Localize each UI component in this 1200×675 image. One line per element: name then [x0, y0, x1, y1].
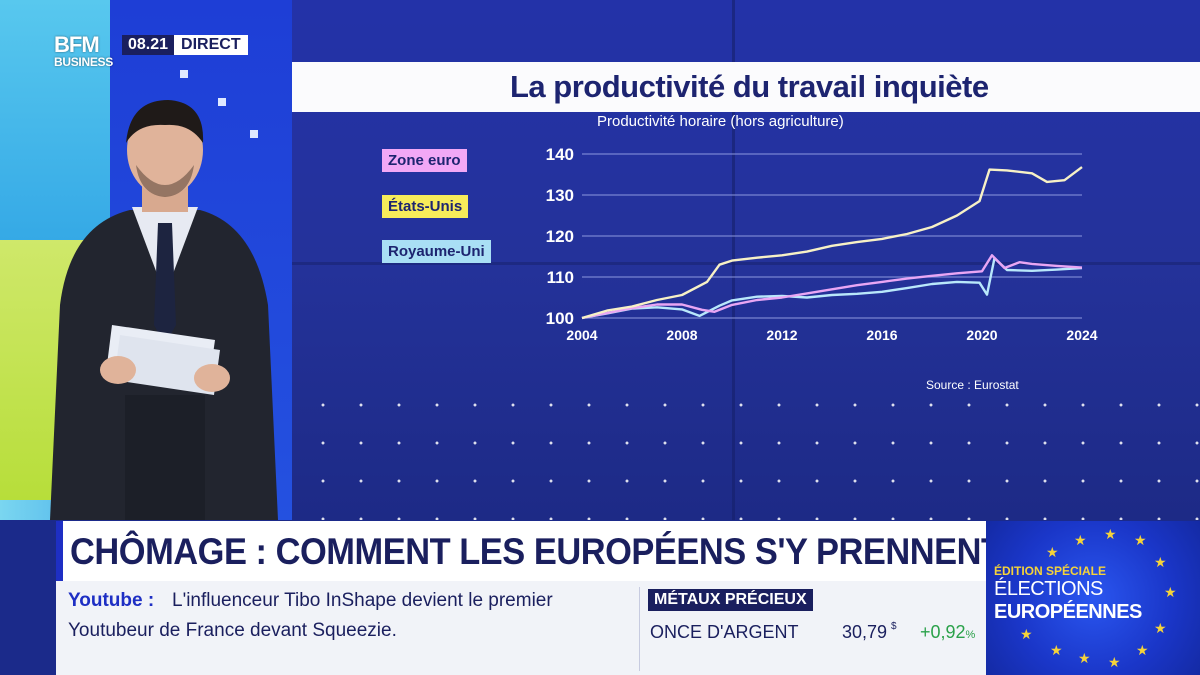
eu-star-icon: ★: [1136, 642, 1149, 658]
y-tick-label: 100: [546, 309, 574, 328]
x-tick-label: 2016: [866, 327, 897, 343]
legend-label: États-Unis: [382, 195, 469, 218]
logo-main-text: BFM: [54, 32, 100, 57]
market-unit: $: [891, 621, 897, 632]
market-category: MÉTAUX PRÉCIEUX: [648, 589, 813, 611]
x-tick-label: 2020: [966, 327, 997, 343]
legend-item-royaume-uni: Royaume-Uni: [382, 240, 491, 263]
clock-time: 08.21: [122, 35, 175, 55]
eu-star-icon: ★: [1154, 554, 1167, 570]
chart-source: Source : Eurostat: [926, 378, 1019, 392]
special-edition-line-2: ÉLECTIONS: [994, 578, 1103, 600]
market-value: 30,79: [842, 622, 888, 642]
clock-live-badge: 08.21 DIRECT: [122, 35, 248, 55]
chart-subtitle: Productivité horaire (hors agriculture): [597, 113, 844, 130]
presenter-figure: [50, 100, 278, 520]
headline-text: CHÔMAGE : COMMENT LES EUROPÉENS S'Y PREN…: [70, 531, 1032, 572]
logo-sub-text: BUSINESS: [54, 55, 113, 69]
x-tick-label: 2008: [666, 327, 697, 343]
eu-star-icon: ★: [1020, 626, 1033, 642]
special-edition-panel: ★ ★ ★ ★ ★ ★ ★ ★ ★ ★ ★ ★ ÉDITION SPÉCIALE…: [986, 521, 1200, 675]
special-edition-label: ÉDITION SPÉCIALE: [994, 564, 1107, 578]
market-change-value: +0,92: [920, 622, 966, 642]
special-edition-line-3: EUROPÉENNES: [994, 601, 1142, 623]
market-change: +0,92%: [920, 622, 975, 643]
market-change-unit: %: [965, 629, 976, 641]
news-line-2: Youtubeur de France devant Squeezie.: [68, 620, 397, 641]
live-label: DIRECT: [174, 35, 248, 55]
headline-accent: [56, 521, 63, 581]
eu-star-icon: ★: [1074, 532, 1087, 548]
eu-star-icon: ★: [1164, 584, 1177, 600]
chart-title-bar: La productivité du travail inquiète: [292, 62, 1200, 112]
x-tick-label: 2012: [766, 327, 797, 343]
news-line-1: L'influenceur Tibo InShape devient le pr…: [172, 590, 553, 611]
headline-banner: CHÔMAGE : COMMENT LES EUROPÉENS S'Y PREN…: [56, 521, 1032, 581]
eu-star-icon: ★: [1050, 642, 1063, 658]
y-tick-label: 140: [546, 145, 574, 164]
legend-item-etats-unis: États-Unis: [382, 195, 469, 218]
y-tick-label: 130: [546, 186, 574, 205]
y-tick-label: 110: [547, 268, 574, 287]
eu-star-icon: ★: [1104, 526, 1117, 542]
screen-pixel: [218, 98, 226, 106]
market-name: ONCE D'ARGENT: [650, 622, 799, 642]
eu-star-icon: ★: [1134, 532, 1147, 548]
series-line-etats-unis: [581, 166, 1083, 320]
eu-star-icon: ★: [1078, 650, 1091, 666]
legend-item-zone-euro: Zone euro: [382, 149, 467, 172]
news-ticker: Youtube : L'influenceur Tibo InShape dev…: [56, 581, 986, 675]
bfm-business-logo: BFM BUSINESS: [54, 34, 120, 74]
legend-label: Zone euro: [382, 149, 467, 172]
x-tick-label: 2004: [566, 327, 597, 343]
series-line-zone-euro: [581, 254, 1083, 320]
eu-star-icon: ★: [1154, 620, 1167, 636]
screen-seam: [292, 262, 1200, 265]
dot-pattern: [292, 380, 1200, 520]
x-tick-label: 2024: [1066, 327, 1097, 343]
news-source-label: Youtube :: [68, 590, 155, 611]
studio-left-panel: [0, 0, 110, 240]
screen-pixel: [250, 130, 258, 138]
screen-pixel: [180, 70, 188, 78]
chart-title: La productivité du travail inquiète: [510, 69, 989, 104]
ticker-divider: [639, 587, 640, 671]
eu-star-icon: ★: [1046, 544, 1059, 560]
studio-background: La productivité du travail inquiète Prod…: [0, 0, 1200, 520]
line-chart: 100 110 120 130 140 2004 2008 2012 2016 2020 2024: [546, 145, 1098, 343]
y-tick-label: 120: [546, 227, 574, 246]
eu-star-icon: ★: [1108, 654, 1121, 670]
chart-screen: La productivité du travail inquiète Prod…: [292, 0, 1200, 520]
legend-label: Royaume-Uni: [382, 240, 491, 263]
